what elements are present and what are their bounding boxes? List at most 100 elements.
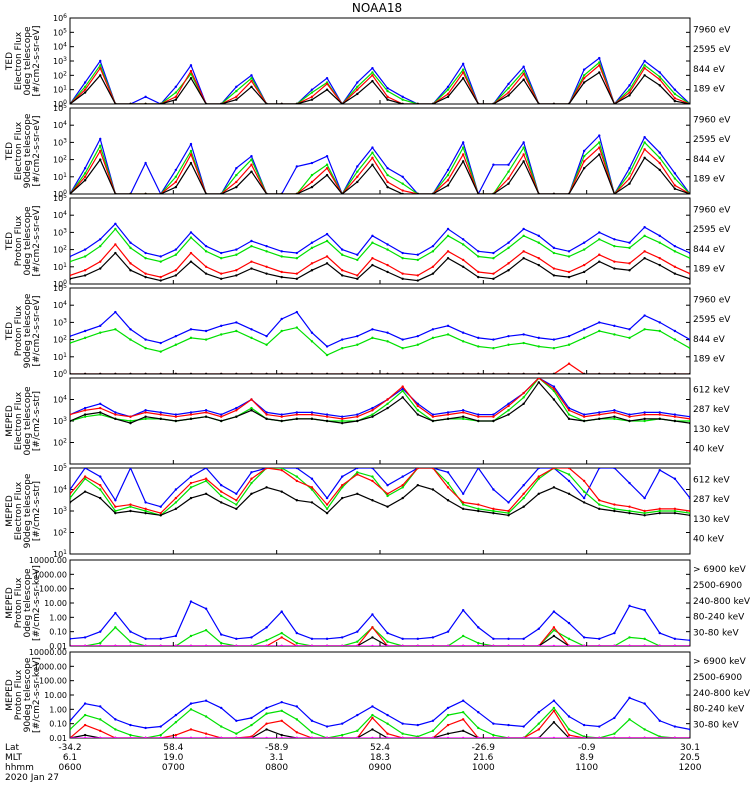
data-point	[431, 415, 435, 418]
data-point	[235, 89, 238, 93]
data-point	[325, 88, 329, 91]
data-point	[613, 716, 616, 720]
data-point	[613, 468, 616, 470]
data-point	[446, 486, 450, 489]
data-point	[598, 507, 601, 511]
data-point	[567, 733, 571, 737]
data-point	[522, 492, 525, 495]
data-point	[129, 640, 132, 643]
data-point	[613, 260, 616, 263]
data-point	[446, 630, 450, 633]
y-tick-label: 100.00	[39, 677, 67, 686]
y-axis-label: TED	[5, 322, 15, 341]
data-point	[416, 413, 420, 416]
data-point	[114, 372, 117, 374]
data-point	[129, 241, 132, 244]
data-point	[295, 417, 299, 421]
data-point	[552, 372, 556, 374]
data-point	[552, 338, 556, 341]
y-tick-label: 10.00	[44, 691, 67, 700]
x-axis-row-label: hhmm	[5, 763, 34, 773]
data-point	[159, 279, 162, 282]
data-point	[401, 732, 404, 735]
data-point	[582, 736, 586, 738]
data-point	[70, 419, 72, 423]
data-point	[658, 507, 661, 511]
data-point	[673, 477, 677, 480]
data-point	[114, 736, 117, 738]
data-point	[628, 415, 631, 418]
data-point	[492, 192, 495, 194]
data-point	[492, 644, 495, 646]
data-point	[310, 477, 314, 480]
data-point	[628, 718, 631, 721]
data-point	[613, 736, 616, 738]
data-point	[582, 149, 586, 153]
data-point	[688, 415, 690, 418]
data-point	[507, 177, 510, 180]
data-point	[250, 736, 253, 738]
legend-label: 189 eV	[693, 174, 726, 184]
data-point	[598, 372, 601, 374]
data-point	[325, 507, 329, 511]
data-point	[159, 260, 162, 263]
data-point	[582, 160, 586, 163]
data-point	[99, 644, 102, 646]
legend-label: 287 keV	[693, 405, 730, 415]
data-point	[114, 192, 117, 194]
data-point	[189, 231, 193, 234]
data-point	[310, 88, 314, 91]
data-point	[144, 644, 147, 646]
data-point	[386, 713, 389, 717]
data-point	[628, 177, 631, 180]
data-point	[174, 736, 178, 738]
data-point	[265, 334, 268, 338]
data-point	[174, 733, 178, 737]
data-point	[310, 644, 314, 646]
data-point	[446, 713, 450, 717]
data-point	[70, 274, 72, 277]
data-point	[673, 329, 677, 333]
data-point	[446, 234, 450, 238]
data-point	[582, 77, 586, 80]
data-point	[144, 192, 147, 194]
data-point	[522, 372, 525, 374]
legend-label: 7960 eV	[693, 206, 731, 216]
legend-label: 40 keV	[693, 534, 725, 544]
data-point	[144, 102, 147, 104]
data-point	[507, 409, 510, 412]
data-point	[673, 736, 677, 738]
data-point	[265, 706, 268, 710]
data-point	[522, 78, 525, 81]
data-point	[401, 192, 404, 194]
data-point	[295, 475, 299, 478]
data-point	[174, 488, 178, 491]
data-point	[492, 733, 495, 737]
data-point	[174, 248, 178, 251]
data-point	[507, 501, 510, 504]
data-point	[70, 488, 72, 491]
y-axis-label: [#/cm2-s-sr-keV]	[32, 657, 42, 733]
y-tick-label: 105	[53, 193, 67, 203]
data-point	[688, 639, 690, 642]
data-point	[280, 709, 283, 712]
data-point	[386, 484, 389, 487]
data-point	[204, 250, 208, 253]
y-axis-label: Electron Flux	[14, 391, 24, 450]
data-point	[643, 136, 646, 139]
data-point	[340, 644, 344, 646]
data-point	[129, 468, 132, 470]
data-point	[99, 267, 102, 270]
data-point	[401, 95, 404, 99]
data-point	[310, 180, 314, 184]
data-point	[356, 492, 359, 495]
data-point	[386, 89, 389, 93]
data-point	[99, 66, 102, 70]
data-point	[295, 257, 299, 260]
data-point	[492, 251, 495, 255]
data-point	[461, 736, 465, 738]
data-point	[446, 417, 450, 421]
data-point	[114, 328, 117, 331]
data-point	[552, 387, 556, 390]
data-point	[295, 165, 299, 168]
